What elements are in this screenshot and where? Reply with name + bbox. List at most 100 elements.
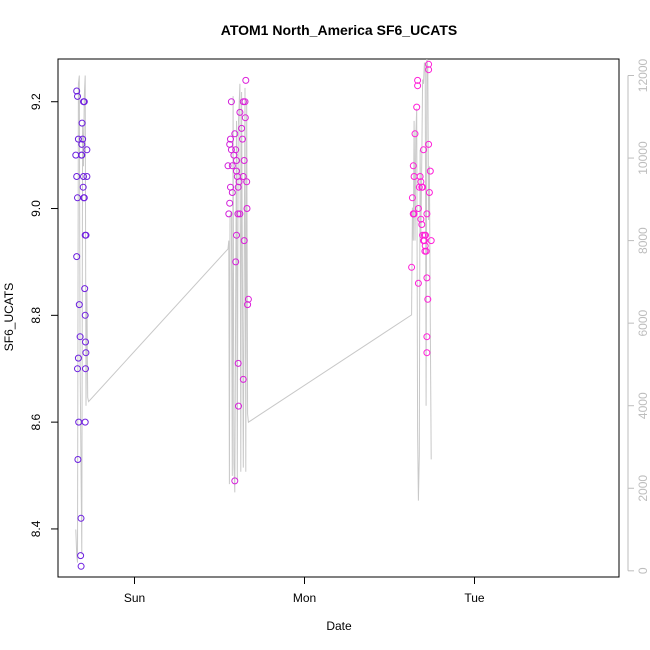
data-point: [414, 76, 422, 84]
x-tick-label: Tue: [464, 591, 485, 605]
data-point: [227, 98, 235, 106]
y-tick-label: 8.8: [29, 307, 43, 324]
data-point: [78, 140, 86, 148]
data-point: [423, 349, 431, 357]
data-point: [236, 108, 244, 116]
data-point: [244, 301, 252, 309]
secondary-y-tick-label: 0: [636, 567, 650, 574]
data-point: [420, 146, 427, 154]
data-point: [425, 140, 433, 148]
data-point: [82, 338, 89, 346]
data-point: [80, 98, 88, 106]
y-tick-label: 9.2: [29, 93, 43, 110]
data-point: [416, 173, 424, 180]
data-point: [74, 92, 81, 100]
data-point: [228, 162, 236, 170]
secondary-y-tick-label: 6000: [636, 309, 650, 336]
data-point: [233, 157, 240, 164]
data-point: [82, 365, 89, 373]
data-point: [243, 205, 251, 212]
data-point: [423, 274, 431, 282]
secondary-y-tick-label: 2000: [636, 475, 650, 502]
data-point: [425, 66, 433, 74]
data-point: [239, 173, 247, 180]
data-point: [78, 151, 86, 159]
data-point: [79, 183, 87, 191]
plot-frame: [57, 58, 620, 578]
data-point: [225, 210, 233, 218]
data-point: [413, 103, 421, 111]
data-point: [73, 173, 81, 180]
x-axis-label: Date: [326, 619, 352, 633]
data-point: [224, 162, 232, 170]
data-point: [419, 183, 427, 191]
secondary-y-tick-label: 10000: [636, 141, 650, 175]
data-point: [423, 210, 431, 218]
data-point: [421, 242, 429, 250]
chart-title: ATOM1 North_America SF6_UCATS: [221, 22, 458, 38]
data-point: [236, 210, 244, 218]
data-point: [238, 124, 246, 132]
data-point: [232, 258, 240, 266]
data-point: [234, 210, 242, 218]
data-point: [74, 365, 81, 373]
y-tick-label: 8.4: [29, 520, 43, 537]
data-point: [81, 285, 89, 293]
y-tick-label: 8.6: [29, 413, 43, 430]
data-point: [409, 162, 417, 170]
data-point: [81, 418, 89, 426]
data-point: [240, 237, 248, 245]
data-point: [414, 82, 422, 90]
data-point: [244, 295, 252, 303]
data-point: [78, 119, 86, 127]
data-point: [235, 402, 242, 410]
data-point: [83, 173, 91, 180]
data-point: [425, 60, 433, 68]
data-point: [82, 349, 90, 357]
data-point: [241, 114, 249, 122]
x-tick-label: Mon: [293, 591, 316, 605]
y-axis-label: SF6_UCATS: [2, 283, 16, 351]
data-point: [83, 146, 91, 154]
data-point: [239, 135, 246, 143]
data-point: [423, 333, 431, 341]
data-point: [418, 221, 426, 228]
data-point: [77, 552, 85, 560]
data-point: [74, 456, 82, 463]
data-point: [425, 189, 433, 196]
data-points: [72, 60, 435, 570]
data-point: [82, 231, 90, 239]
data-point: [242, 76, 250, 84]
data-point: [426, 167, 434, 175]
data-point: [233, 167, 240, 175]
y-tick-label: 9.0: [29, 200, 43, 217]
secondary-y-tick-label: 4000: [636, 392, 650, 419]
data-point: [73, 253, 81, 261]
data-point: [80, 194, 88, 202]
data-point: [424, 295, 432, 303]
data-point: [79, 135, 87, 143]
data-point: [76, 333, 84, 341]
data-point: [226, 199, 234, 207]
data-point: [228, 189, 236, 196]
data-point: [74, 354, 82, 362]
secondary-y-tick-label: 12000: [636, 59, 650, 93]
data-point: [243, 178, 251, 186]
data-point: [411, 130, 419, 138]
secondary-series-line: [75, 58, 432, 563]
data-point: [77, 514, 85, 522]
data-point: [75, 301, 83, 309]
secondary-y-axis: 0 2000 4000 6000 8000 10000 12000: [627, 59, 650, 574]
data-point: [77, 562, 85, 570]
y-axis: 8.4 8.6 8.8 9.0 9.2: [29, 93, 58, 537]
data-point: [410, 210, 418, 218]
data-point: [422, 231, 429, 239]
data-point: [239, 375, 247, 383]
data-point: [408, 194, 416, 202]
data-point: [80, 173, 87, 180]
data-point: [73, 87, 81, 95]
data-point: [74, 135, 82, 143]
data-point: [427, 237, 435, 245]
data-point: [241, 98, 249, 106]
